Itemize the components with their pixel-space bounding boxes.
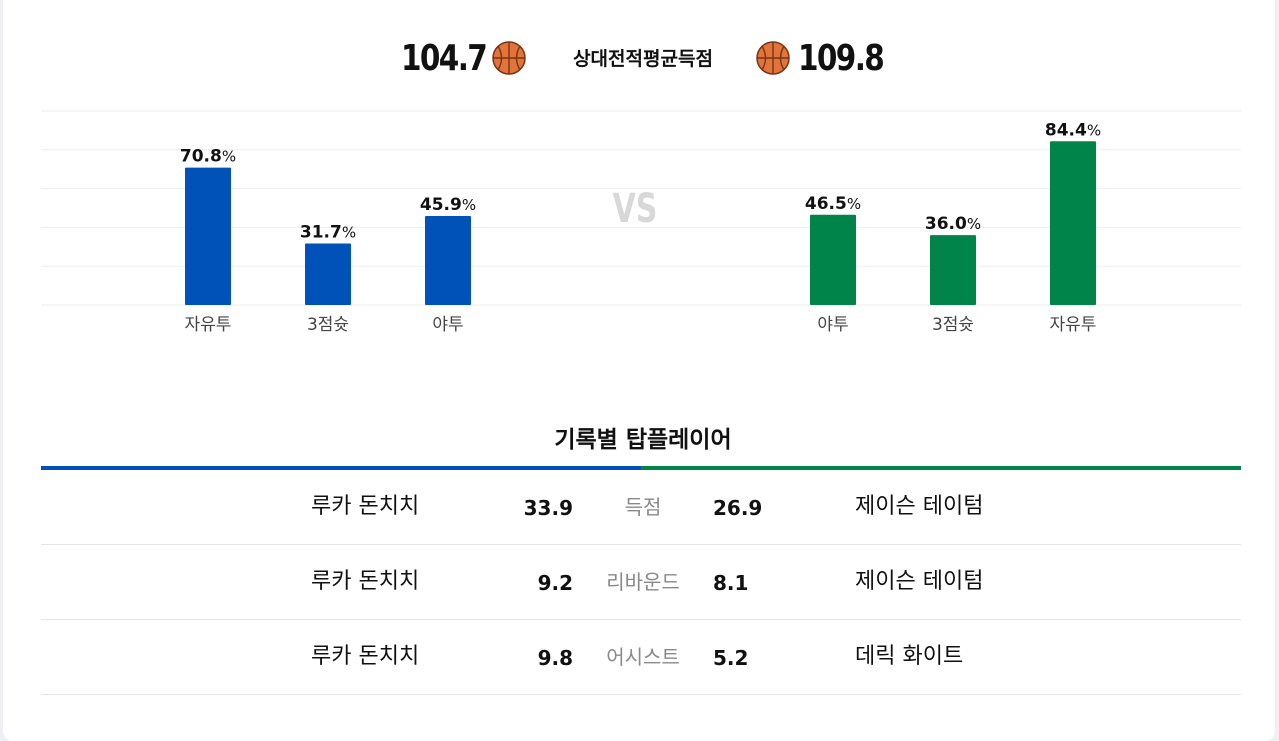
right-team-bar — [1050, 141, 1096, 305]
bar-value-label: 70.8% — [180, 147, 236, 167]
left-player-value: 9.2 — [537, 571, 573, 595]
right-player-name[interactable]: 제이슨 테이텀 — [855, 494, 984, 519]
table-row: 루카 돈치치 9.8 어시스트 5.2 데릭 화이트 — [41, 620, 1241, 695]
basketball-icon — [756, 41, 790, 75]
left-team-bar — [425, 215, 471, 305]
bar-value-label: 84.4% — [1045, 120, 1101, 140]
right-player-name[interactable]: 제이슨 테이텀 — [855, 569, 984, 594]
bar-value-label: 36.0% — [925, 214, 981, 234]
matchup-card: 104.7 상대전적평균득점 109.8 VS 70.8% 자유투 31.7% 3점슛 4… — [3, 0, 1275, 741]
table-row: 루카 돈치치 33.9 득점 26.9 제이슨 테이텀 — [41, 470, 1241, 545]
category-label: 야투 — [432, 315, 463, 335]
stat-category: 어시스트 — [606, 645, 680, 669]
stat-category: 리바운드 — [606, 570, 680, 594]
left-player-name[interactable]: 루카 돈치치 — [311, 644, 420, 669]
basketball-icon — [492, 41, 526, 75]
table-row: 루카 돈치치 9.2 리바운드 8.1 제이슨 테이텀 — [41, 545, 1241, 620]
right-team-average-score: 109.8 — [798, 38, 885, 79]
right-player-name[interactable]: 데릭 화이트 — [855, 644, 964, 669]
category-label: 야투 — [817, 315, 848, 335]
average-score-header: 104.7 상대전적평균득점 109.8 — [3, 36, 1275, 82]
right-team-divider — [641, 466, 1241, 470]
right-player-value: 26.9 — [713, 496, 763, 520]
average-score-title: 상대전적평균득점 — [573, 48, 713, 70]
shooting-percentage-chart: VS 70.8% 자유투 31.7% 3점슛 45.9% 야투 46.5% 야투 36.0% 3점슛… — [41, 110, 1241, 335]
left-player-value: 9.8 — [537, 646, 573, 670]
bar-value-label: 46.5% — [805, 194, 861, 214]
right-team-bar — [810, 214, 856, 305]
bar-value-label: 45.9% — [420, 195, 476, 215]
left-player-value: 33.9 — [523, 496, 573, 520]
right-player-value: 8.1 — [713, 571, 749, 595]
top-players-table: 루카 돈치치 33.9 득점 26.9 제이슨 테이텀 루카 돈치치 9.2 리… — [41, 470, 1241, 695]
left-team-average-score: 104.7 — [401, 38, 488, 79]
top-players-title: 기록별 탑플레이어 — [554, 427, 732, 453]
right-player-value: 5.2 — [713, 646, 749, 670]
category-label: 자유투 — [1050, 315, 1097, 335]
left-player-name[interactable]: 루카 돈치치 — [311, 569, 420, 594]
left-team-bar — [185, 167, 231, 305]
left-team-bar — [305, 243, 351, 305]
right-team-bar — [930, 235, 976, 305]
category-label: 3점슛 — [932, 315, 974, 335]
left-team-divider — [41, 466, 641, 470]
category-label: 자유투 — [185, 315, 232, 335]
stat-category: 득점 — [624, 495, 662, 519]
left-player-name[interactable]: 루카 돈치치 — [311, 494, 420, 519]
vs-label: VS — [613, 186, 658, 232]
bar-value-label: 31.7% — [300, 223, 356, 243]
category-label: 3점슛 — [307, 315, 349, 335]
